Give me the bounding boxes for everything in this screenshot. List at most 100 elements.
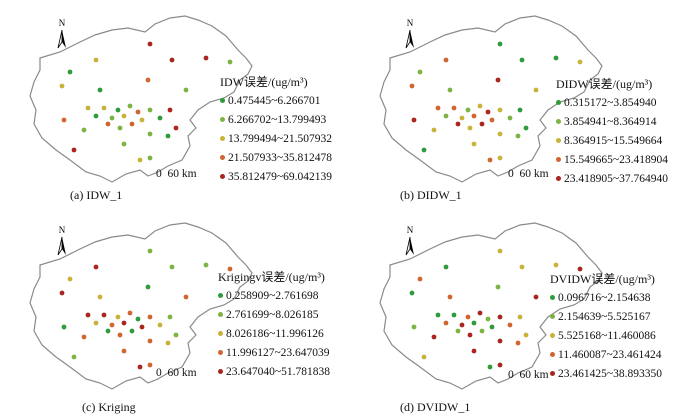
station-marker: [109, 115, 115, 121]
station-marker: [467, 332, 473, 338]
station-marker: [71, 354, 77, 360]
legend-item: 15.549665~23.418904: [556, 154, 668, 167]
legend-a: IDW误差/(ug/m³) 0.475445~6.266701 6.266702~1…: [220, 76, 350, 186]
station-marker: [129, 121, 135, 127]
station-marker: [85, 105, 91, 111]
station-marker: [139, 324, 145, 330]
north-label: N: [407, 18, 414, 28]
station-markers: [59, 248, 233, 370]
station-marker: [487, 157, 493, 163]
station-marker: [129, 328, 135, 334]
station-marker: [147, 155, 153, 161]
legend-item-label: 11.996127~23.647039: [226, 347, 330, 359]
legend-item-label: 11.460087~23.461424: [558, 349, 662, 361]
station-marker: [409, 83, 415, 89]
station-marker: [459, 322, 465, 328]
map-d: N: [379, 222, 603, 390]
station-marker: [409, 290, 415, 296]
panel-d: N DVIDW误差/(ug/m³) 0.096716~2.154638 2.1546…: [350, 207, 700, 414]
north-label: N: [59, 18, 66, 28]
station-marker: [101, 105, 107, 111]
station-marker: [467, 125, 473, 131]
station-marker: [495, 284, 501, 290]
legend-title: DIDW误差/(ug/m³): [556, 77, 653, 91]
station-marker: [157, 322, 163, 328]
station-marker: [147, 338, 153, 344]
station-marker: [85, 312, 91, 318]
legend-item: 5.525168~11.460086: [550, 330, 656, 343]
caption: (b) DIDW_1: [400, 188, 462, 202]
scale-bar: 0 60 km: [156, 367, 197, 379]
station-marker: [515, 133, 521, 139]
station-marker: [465, 107, 471, 113]
station-marker: [147, 131, 153, 137]
station-marker: [157, 115, 163, 121]
legend-dot-icon: [550, 294, 555, 300]
station-marker: [135, 109, 141, 115]
station-marker: [101, 312, 107, 318]
legend-dot-icon: [556, 118, 561, 124]
station-marker: [169, 264, 175, 270]
legend-dot-icon: [218, 368, 223, 374]
station-marker: [465, 314, 471, 320]
legend-item: 8.026186~11.996126: [218, 328, 324, 341]
station-marker: [487, 364, 493, 370]
station-marker: [517, 107, 523, 113]
station-marker: [553, 55, 559, 61]
station-marker: [523, 332, 529, 338]
station-markers: [409, 248, 583, 370]
station-marker: [443, 264, 449, 270]
station-marker: [479, 328, 485, 334]
station-marker: [227, 266, 233, 272]
legend-dot-icon: [218, 311, 223, 317]
station-marker: [127, 103, 133, 109]
station-marker: [145, 284, 151, 290]
station-marker: [115, 314, 121, 320]
legend-item-label: 23.647040~51.781838: [226, 366, 330, 378]
station-marker: [93, 320, 99, 326]
legend-dot-icon: [220, 97, 225, 103]
station-marker: [67, 276, 73, 282]
caption: (c) Kriging: [82, 400, 136, 414]
station-marker: [497, 131, 503, 137]
station-marker: [451, 312, 457, 318]
station-marker: [435, 312, 441, 318]
legend-dot-icon: [556, 175, 561, 181]
station-marker: [145, 77, 151, 83]
station-marker: [203, 262, 209, 268]
caption: (d) DVIDW_1: [400, 400, 471, 414]
station-marker: [417, 69, 423, 75]
legend-item-label: 15.549665~23.418904: [564, 154, 668, 166]
station-marker: [455, 121, 461, 127]
panel-b: N DIDW误差/(ug/m³) 0.315172~3.854940 3.85494…: [350, 0, 700, 207]
station-marker: [421, 354, 427, 360]
map-c: N: [29, 222, 253, 390]
legend-item-label: 2.761699~8.026185: [226, 309, 319, 321]
legend-item-label: 23.461425~38.893350: [558, 368, 662, 380]
north-arrow: N: [405, 18, 414, 49]
station-marker: [109, 322, 115, 328]
map-a: N: [29, 15, 253, 183]
station-marker: [147, 41, 153, 47]
station-marker: [411, 324, 417, 330]
north-arrow: N: [57, 18, 66, 49]
station-marker: [59, 83, 65, 89]
station-marker: [203, 55, 209, 61]
station-marker: [147, 248, 153, 254]
station-marker: [421, 147, 427, 153]
station-marker: [97, 294, 103, 300]
station-marker: [443, 113, 449, 119]
station-marker: [173, 332, 179, 338]
station-marker: [93, 264, 99, 270]
station-marker: [121, 320, 127, 326]
station-marker: [533, 87, 539, 93]
station-marker: [167, 314, 173, 320]
legend-b: DIDW误差/(ug/m³) 0.315172~3.854940 3.854941~…: [556, 78, 700, 188]
beijing-boundary: [29, 15, 253, 183]
legend-item-label: 23.418905~37.764940: [564, 173, 668, 185]
north-arrow: N: [57, 225, 66, 256]
station-marker: [519, 57, 525, 63]
station-marker: [497, 362, 503, 368]
station-marker: [169, 57, 175, 63]
legend-c: Krigingv误差/(ug/m³) 0.258909~2.761698 2.761…: [218, 271, 350, 391]
